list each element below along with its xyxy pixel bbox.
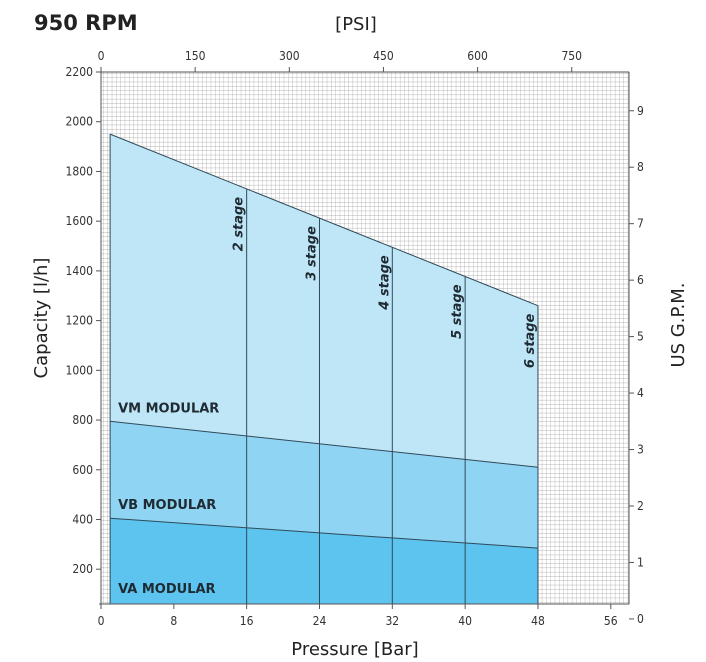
- x-tick-label: 32: [385, 614, 399, 628]
- y2-tick-label: 3: [637, 443, 644, 457]
- y-tick-label: 600: [72, 463, 93, 477]
- x-tick-label: 16: [240, 614, 254, 628]
- y-tick-label: 1400: [66, 264, 94, 278]
- x-tick-label: 48: [531, 614, 545, 628]
- top-capacity-line: [109, 133, 539, 307]
- y2-tick-label: 0: [637, 612, 644, 626]
- lower-band-area: [110, 518, 538, 604]
- y2-axis-title: US G.P.M.: [668, 282, 689, 367]
- x2-tick-label: 600: [467, 49, 488, 63]
- y2-tick-label: 4: [637, 386, 644, 400]
- x2-tick-label: 750: [561, 49, 582, 63]
- y2-tick-label: 2: [637, 499, 644, 513]
- capacity-bands: [109, 133, 539, 604]
- y-tick-label: 400: [72, 512, 93, 526]
- x-tick-label: 24: [313, 614, 327, 628]
- y-tick-label: 2000: [66, 115, 94, 129]
- y2-tick-label: 8: [637, 160, 644, 174]
- y2-tick-label: 9: [637, 104, 644, 118]
- y2-tick-label: 1: [637, 555, 644, 569]
- stage-label: 2 stage: [232, 197, 247, 252]
- band-label-vm: VM MODULAR: [118, 401, 219, 416]
- y-tick-label: 1200: [66, 314, 94, 328]
- x2-axis-title: [PSI]: [335, 14, 377, 35]
- y-axis-title: Capacity [l/h]: [31, 258, 52, 379]
- chart-title: 950 RPM: [34, 11, 138, 35]
- x2-tick-label: 450: [373, 49, 394, 63]
- band-label-va: VA MODULAR: [118, 582, 215, 597]
- x2-tick-label: 0: [98, 49, 105, 63]
- y2-tick-label: 7: [637, 217, 644, 231]
- y-tick-label: 1600: [66, 214, 94, 228]
- vm-vb-boundary-line: [110, 420, 539, 468]
- stage-lines: 2 stage 3 stage 4 stage 5 stage 6 stage: [232, 188, 539, 604]
- x2-tick-label: 300: [279, 49, 300, 63]
- x-tick-label: 0: [98, 614, 105, 628]
- band-label-vb: VB MODULAR: [118, 498, 216, 513]
- x-axis-title: Pressure [Bar]: [291, 639, 418, 660]
- y-tick-label: 200: [72, 562, 93, 576]
- x-tick-label: 40: [458, 614, 472, 628]
- band-labels: VM MODULAR VB MODULAR VA MODULAR: [118, 401, 219, 597]
- stage-label: 5 stage: [450, 284, 465, 339]
- y2-tick-label: 6: [637, 273, 644, 287]
- y-tick-label: 800: [72, 413, 93, 427]
- x-tick-label: 8: [170, 614, 177, 628]
- y2-tick-label: 5: [637, 330, 644, 344]
- stage-label: 4 stage: [377, 255, 392, 311]
- x2-tick-label: 150: [185, 49, 206, 63]
- vb-va-boundary-line: [110, 517, 539, 549]
- y-tick-label: 1800: [66, 164, 94, 178]
- stage-label: 6 stage: [523, 314, 538, 369]
- stage-label: 3 stage: [304, 226, 319, 281]
- y-tick-label: 1000: [66, 363, 94, 377]
- axes: 0 8 16 24 32 40 48 5620040060080010001200140016…: [66, 49, 644, 628]
- y-tick-label: 2200: [66, 65, 94, 79]
- x-tick-label: 56: [604, 614, 618, 628]
